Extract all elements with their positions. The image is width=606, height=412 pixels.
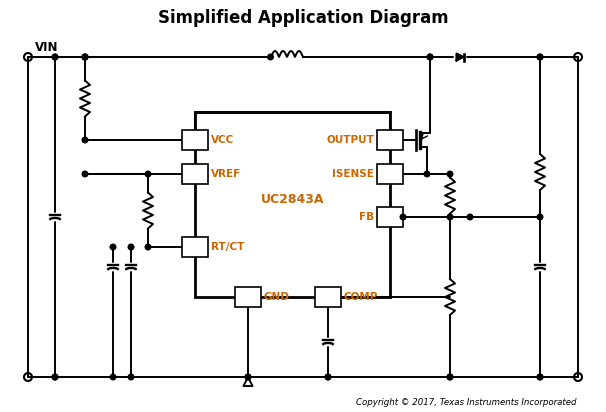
Bar xyxy=(195,112,390,297)
Circle shape xyxy=(325,374,331,380)
Text: OUTPUT: OUTPUT xyxy=(326,135,374,145)
Circle shape xyxy=(447,374,453,380)
Circle shape xyxy=(52,374,58,380)
Circle shape xyxy=(82,54,88,60)
Text: GND: GND xyxy=(264,292,290,302)
Circle shape xyxy=(537,54,543,60)
Circle shape xyxy=(400,214,406,220)
Circle shape xyxy=(427,54,433,60)
Circle shape xyxy=(325,374,331,380)
Bar xyxy=(377,207,403,227)
Bar xyxy=(182,164,208,184)
Text: VCC: VCC xyxy=(211,135,235,145)
Polygon shape xyxy=(456,54,464,61)
Text: Copyright © 2017, Texas Instruments Incorporated: Copyright © 2017, Texas Instruments Inco… xyxy=(356,398,576,407)
Bar xyxy=(182,237,208,257)
Circle shape xyxy=(537,374,543,380)
Circle shape xyxy=(52,54,58,60)
Circle shape xyxy=(110,374,116,380)
Bar xyxy=(377,130,403,150)
Circle shape xyxy=(424,171,430,177)
Circle shape xyxy=(82,54,88,60)
Bar xyxy=(315,287,341,307)
Circle shape xyxy=(82,137,88,143)
Circle shape xyxy=(128,374,134,380)
Circle shape xyxy=(52,54,58,60)
Text: VREF: VREF xyxy=(211,169,241,179)
Text: VIN: VIN xyxy=(35,41,59,54)
Circle shape xyxy=(447,374,453,380)
Circle shape xyxy=(245,374,251,380)
Text: Simplified Application Diagram: Simplified Application Diagram xyxy=(158,9,448,27)
Text: RT/CT: RT/CT xyxy=(211,242,244,252)
Circle shape xyxy=(145,171,151,177)
Circle shape xyxy=(537,374,543,380)
Circle shape xyxy=(447,214,453,220)
Bar xyxy=(235,287,261,307)
Circle shape xyxy=(82,171,88,177)
Circle shape xyxy=(145,244,151,250)
Text: FB: FB xyxy=(359,212,374,222)
Text: UC2843A: UC2843A xyxy=(261,193,324,206)
Circle shape xyxy=(82,54,88,60)
Bar xyxy=(377,164,403,184)
Circle shape xyxy=(268,54,273,60)
Circle shape xyxy=(128,244,134,250)
Circle shape xyxy=(537,214,543,220)
Circle shape xyxy=(427,54,433,60)
Text: ISENSE: ISENSE xyxy=(332,169,374,179)
Bar xyxy=(182,130,208,150)
Circle shape xyxy=(467,214,473,220)
Circle shape xyxy=(537,54,543,60)
Circle shape xyxy=(52,374,58,380)
Circle shape xyxy=(245,374,251,380)
Text: COMP: COMP xyxy=(344,292,378,302)
Circle shape xyxy=(447,171,453,177)
Circle shape xyxy=(110,244,116,250)
